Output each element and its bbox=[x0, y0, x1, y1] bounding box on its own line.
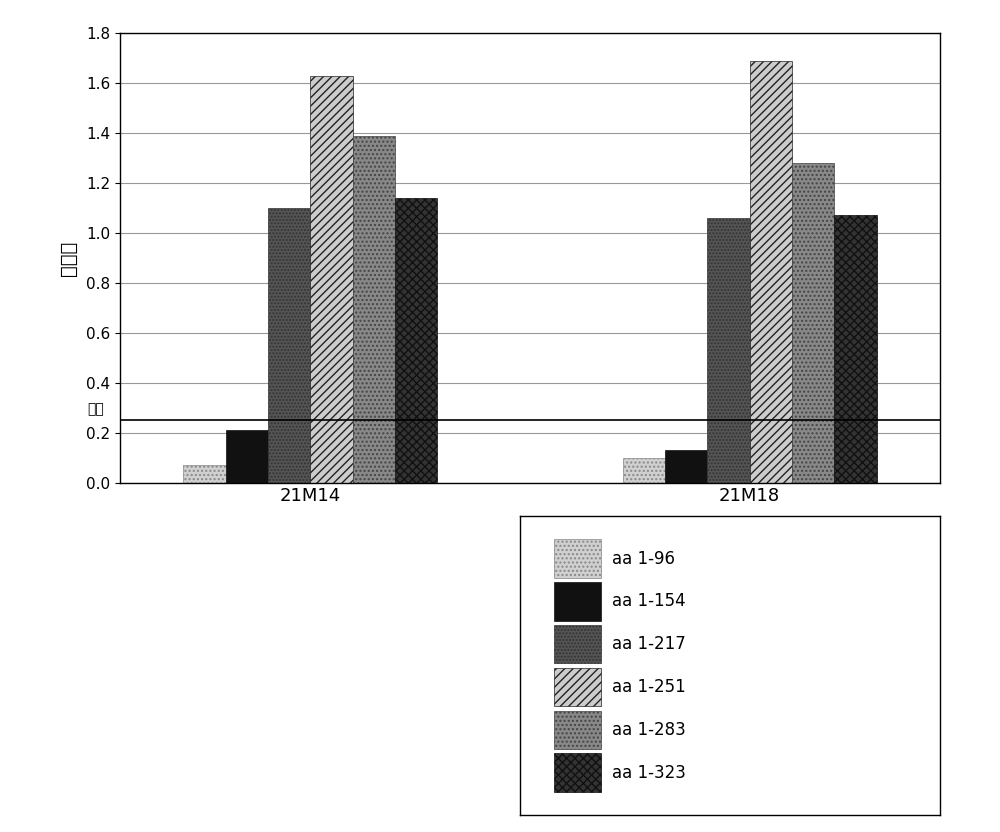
Text: aa 1-217: aa 1-217 bbox=[612, 635, 686, 653]
Bar bbox=[395, 198, 437, 483]
Y-axis label: 吸光率: 吸光率 bbox=[59, 240, 78, 275]
Text: 背景: 背景 bbox=[87, 403, 104, 416]
Bar bbox=[554, 625, 601, 663]
Bar bbox=[554, 711, 601, 749]
Bar bbox=[707, 218, 750, 483]
Bar bbox=[750, 61, 792, 483]
Bar bbox=[554, 539, 601, 577]
Bar bbox=[665, 450, 707, 483]
Bar bbox=[554, 754, 601, 792]
Bar bbox=[554, 668, 601, 706]
Bar bbox=[834, 215, 877, 483]
Bar bbox=[268, 208, 310, 483]
Bar bbox=[353, 136, 395, 483]
Text: aa 1-154: aa 1-154 bbox=[612, 592, 686, 611]
Bar bbox=[183, 465, 226, 483]
Bar bbox=[554, 582, 601, 621]
Text: aa 1-251: aa 1-251 bbox=[612, 678, 686, 696]
Bar bbox=[623, 458, 665, 483]
Text: aa 1-323: aa 1-323 bbox=[612, 764, 686, 781]
Text: aa 1-96: aa 1-96 bbox=[612, 550, 675, 567]
Bar bbox=[226, 430, 268, 483]
Bar bbox=[310, 76, 353, 483]
Text: aa 1-283: aa 1-283 bbox=[612, 721, 686, 739]
Bar bbox=[792, 163, 834, 483]
